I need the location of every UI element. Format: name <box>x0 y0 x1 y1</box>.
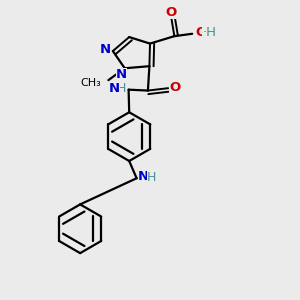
Text: N: N <box>116 68 127 81</box>
Text: O: O <box>196 26 207 39</box>
Text: H: H <box>147 171 156 184</box>
Text: CH₃: CH₃ <box>80 77 101 88</box>
Text: N: N <box>137 170 148 183</box>
Text: N: N <box>100 43 111 56</box>
Text: O: O <box>165 7 176 20</box>
Text: O: O <box>169 81 180 94</box>
Text: N: N <box>109 82 120 95</box>
Text: ·H: ·H <box>202 26 216 39</box>
Text: H: H <box>117 82 127 95</box>
